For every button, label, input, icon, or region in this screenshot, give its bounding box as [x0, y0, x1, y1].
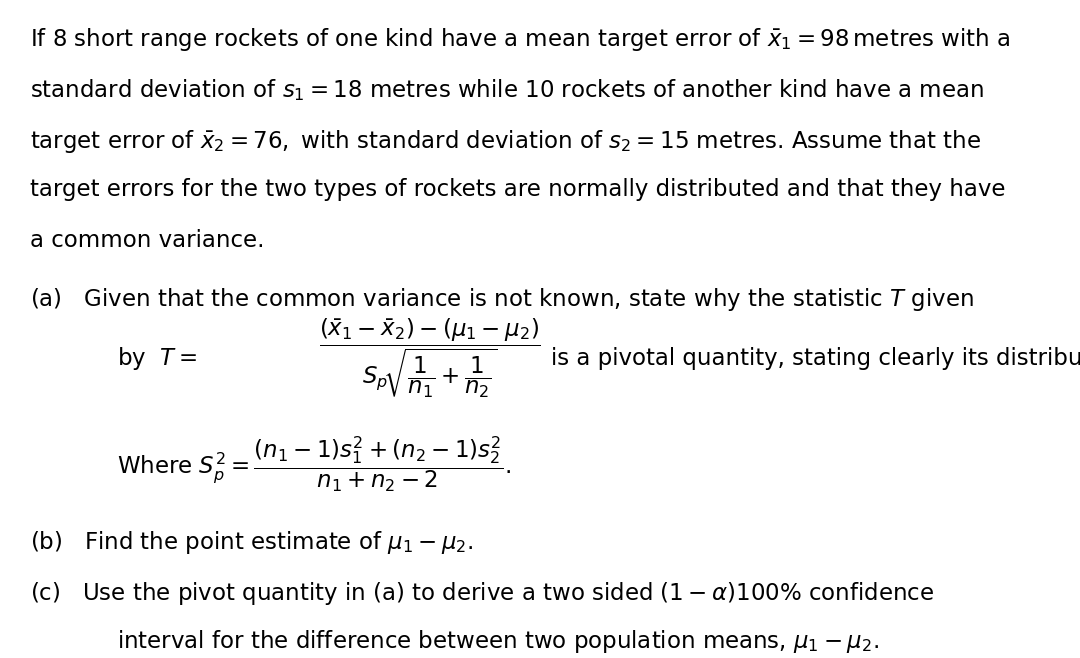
Text: $\dfrac{(\bar{x}_1 - \bar{x}_2) - (\mu_1 - \mu_2)}{S_p\!\sqrt{\dfrac{1}{n_1} + \: $\dfrac{(\bar{x}_1 - \bar{x}_2) - (\mu_1…: [319, 316, 540, 401]
Text: Where $S_p^2 = \dfrac{(n_1-1)s_1^2 + (n_2-1)s_2^2}{n_1 + n_2 - 2}.$: Where $S_p^2 = \dfrac{(n_1-1)s_1^2 + (n_…: [117, 434, 511, 494]
Text: (c)   Use the pivot quantity in (a) to derive a two sided $(1-\alpha)100\%$ conf: (c) Use the pivot quantity in (a) to der…: [30, 580, 934, 607]
Text: interval for the difference between two population means, $\mu_1 - \mu_2$.: interval for the difference between two …: [117, 628, 879, 655]
Text: by  $T =$: by $T =$: [117, 345, 197, 372]
Text: is a pivotal quantity, stating clearly its distribution.: is a pivotal quantity, stating clearly i…: [551, 347, 1080, 370]
Text: target error of $\bar{x}_2 = 76,$ with standard deviation of $s_2 = 15$ metres. : target error of $\bar{x}_2 = 76,$ with s…: [30, 128, 981, 155]
Text: (b)   Find the point estimate of $\mu_1 - \mu_2$.: (b) Find the point estimate of $\mu_1 - …: [30, 529, 474, 557]
Text: If 8 short range rockets of one kind have a mean target error of $\bar{x}_1 = 98: If 8 short range rockets of one kind hav…: [30, 26, 1011, 53]
Text: standard deviation of $s_1 = 18$ metres while 10 rockets of another kind have a : standard deviation of $s_1 = 18$ metres …: [30, 77, 984, 103]
Text: target errors for the two types of rockets are normally distributed and that the: target errors for the two types of rocke…: [30, 178, 1005, 201]
Text: (a)   Given that the common variance is not known, state why the statistic $T$ g: (a) Given that the common variance is no…: [30, 286, 974, 313]
Text: a common variance.: a common variance.: [30, 229, 265, 252]
